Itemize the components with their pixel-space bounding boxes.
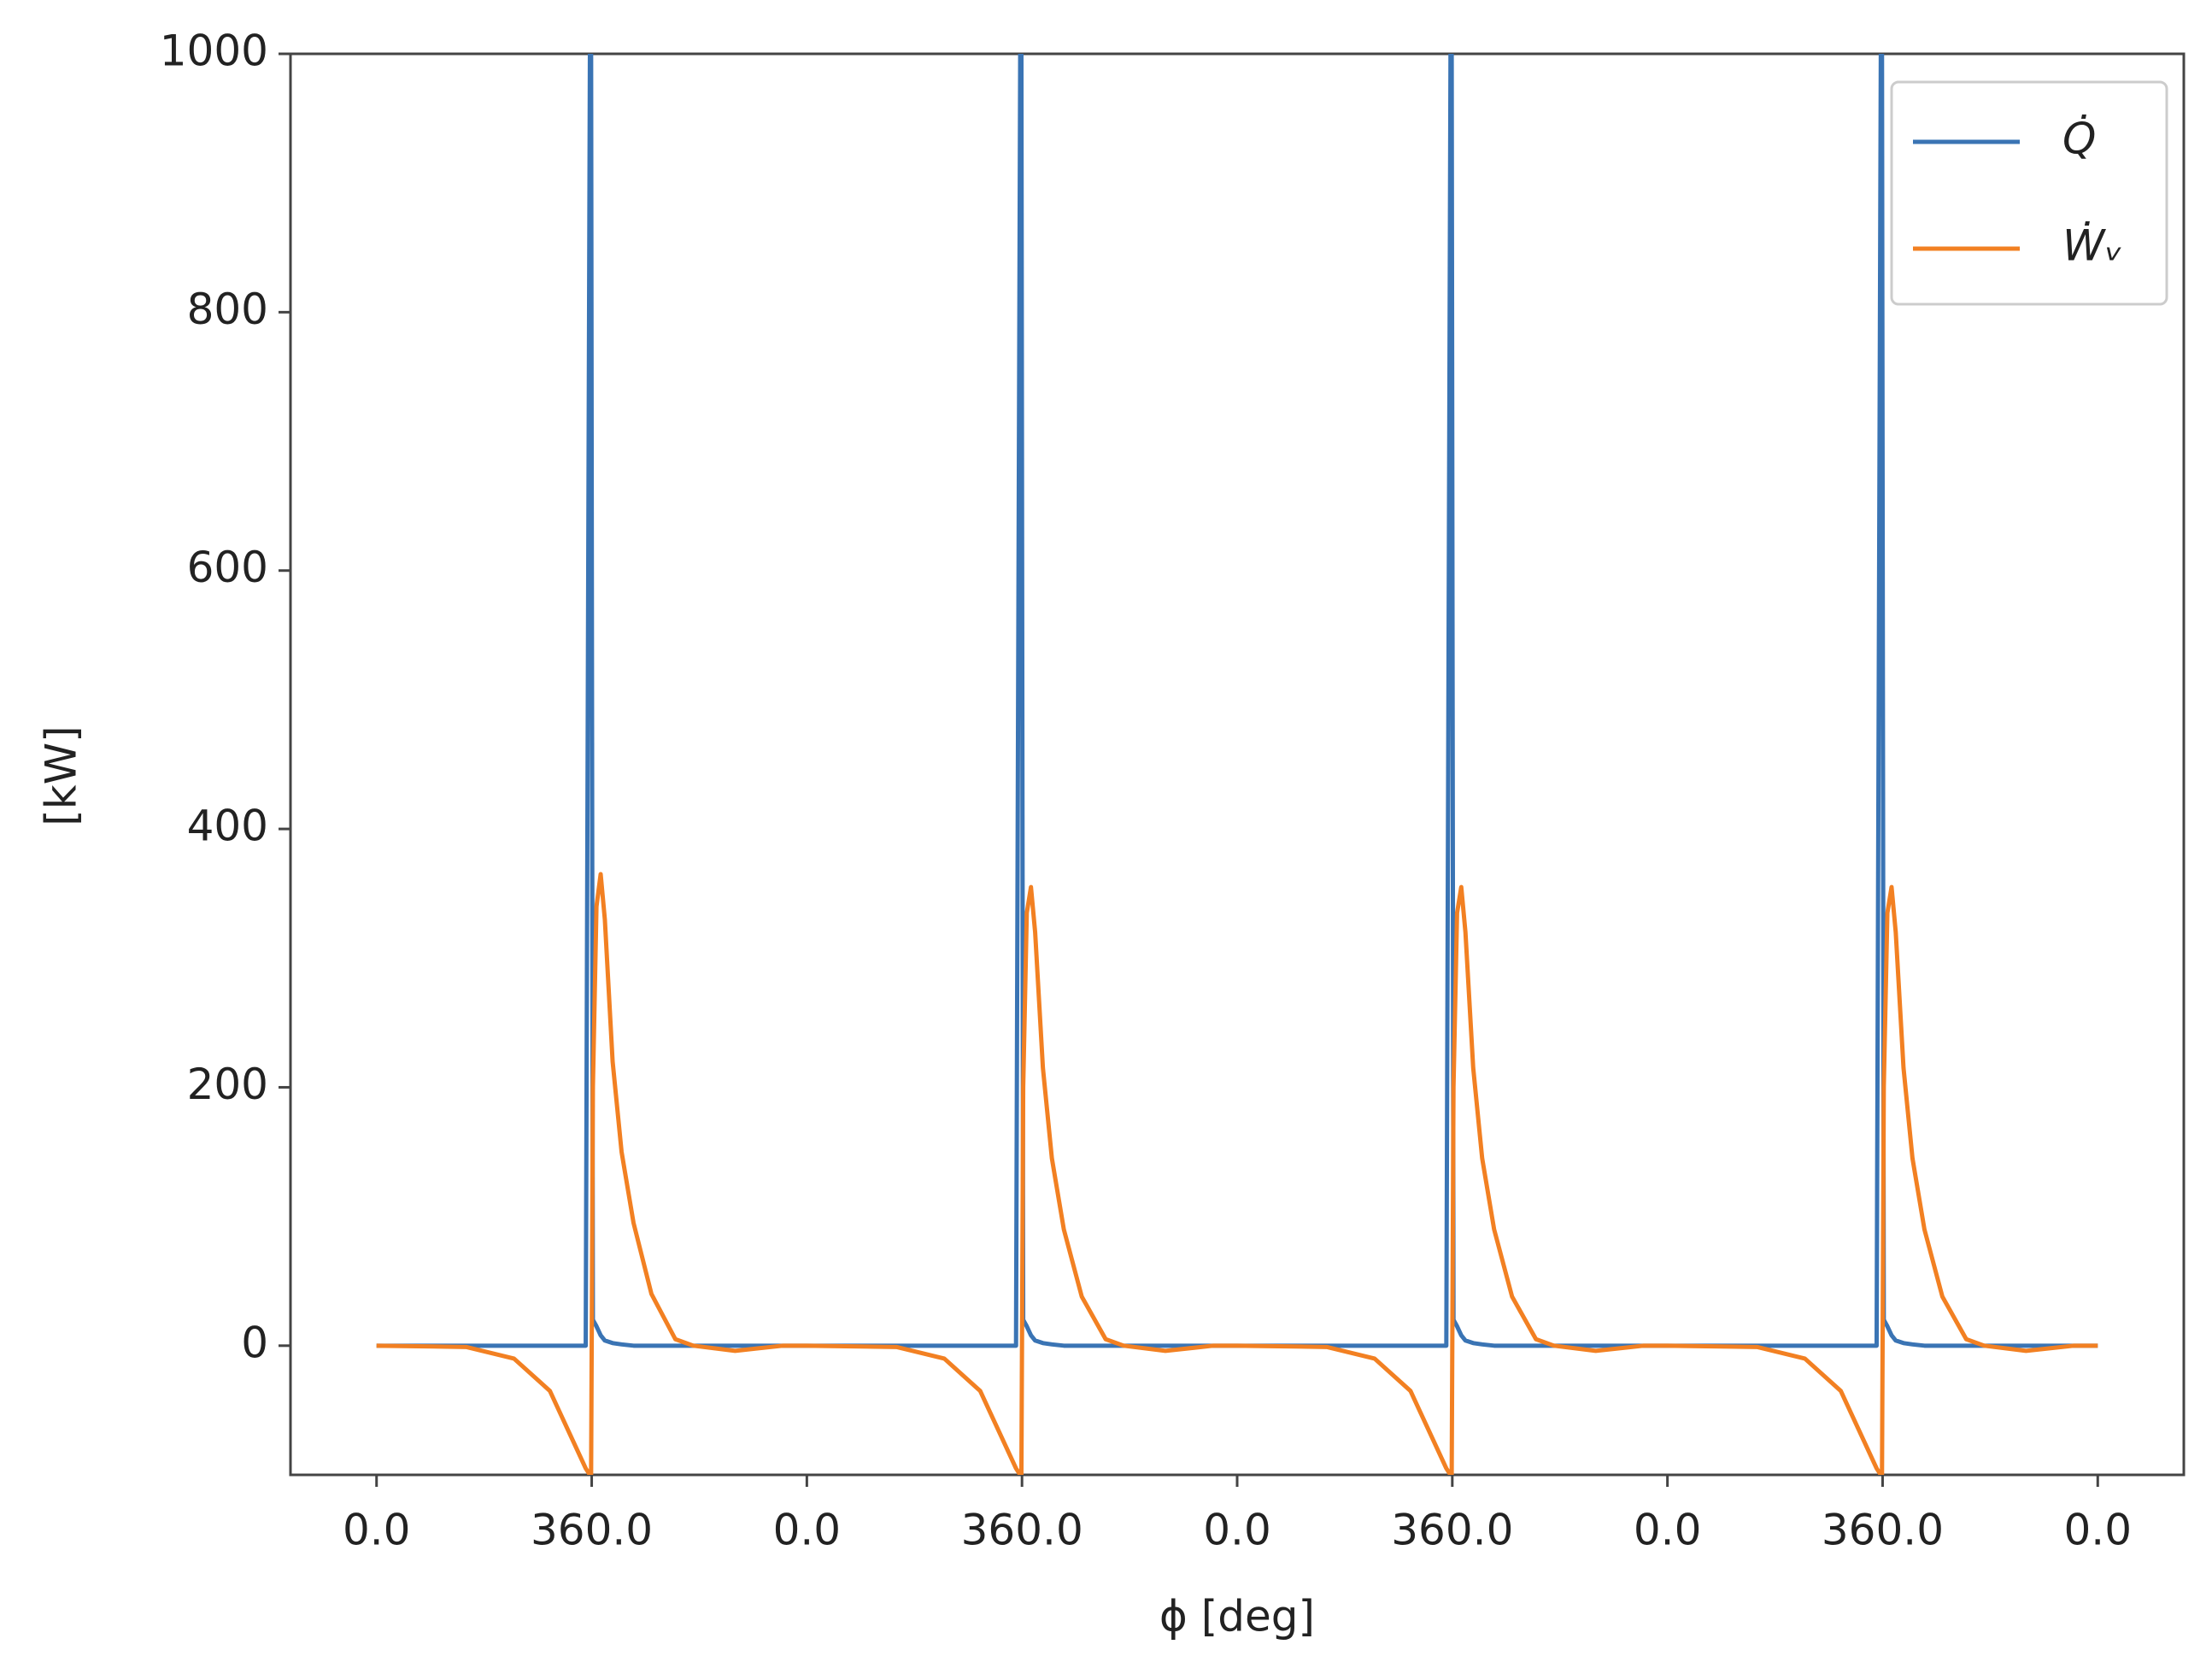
- plot-lines: [376, 54, 2098, 1475]
- x-tick-label: 0.0: [1634, 1506, 1702, 1555]
- y-tick-label: 400: [187, 802, 268, 851]
- x-axis-label: ϕ [deg]: [1159, 1592, 1315, 1641]
- legend-label: Q̇: [2062, 115, 2096, 164]
- x-tick-label: 0.0: [1203, 1506, 1271, 1555]
- x-tick-label: 360.0: [1391, 1506, 1513, 1555]
- x-tick-label: 0.0: [773, 1506, 842, 1555]
- x-tick-label: 360.0: [961, 1506, 1083, 1555]
- legend-box: [1890, 80, 2168, 306]
- series-line: [376, 872, 2098, 1475]
- x-tick-label: 360.0: [1822, 1506, 1944, 1555]
- plot-area: [289, 52, 2186, 1477]
- x-tick-label: 0.0: [2064, 1506, 2133, 1555]
- y-tick-label: 600: [187, 543, 268, 592]
- y-tick-label: 0: [241, 1318, 268, 1367]
- legend-label: Ẇᵥ: [2062, 221, 2122, 271]
- y-axis-label: [kW]: [37, 725, 86, 825]
- x-tick-label: 0.0: [343, 1506, 411, 1555]
- y-tick-label: 800: [187, 285, 268, 334]
- y-tick-label: 1000: [160, 26, 268, 76]
- x-tick-label: 360.0: [531, 1506, 653, 1555]
- y-tick-label: 200: [187, 1060, 268, 1109]
